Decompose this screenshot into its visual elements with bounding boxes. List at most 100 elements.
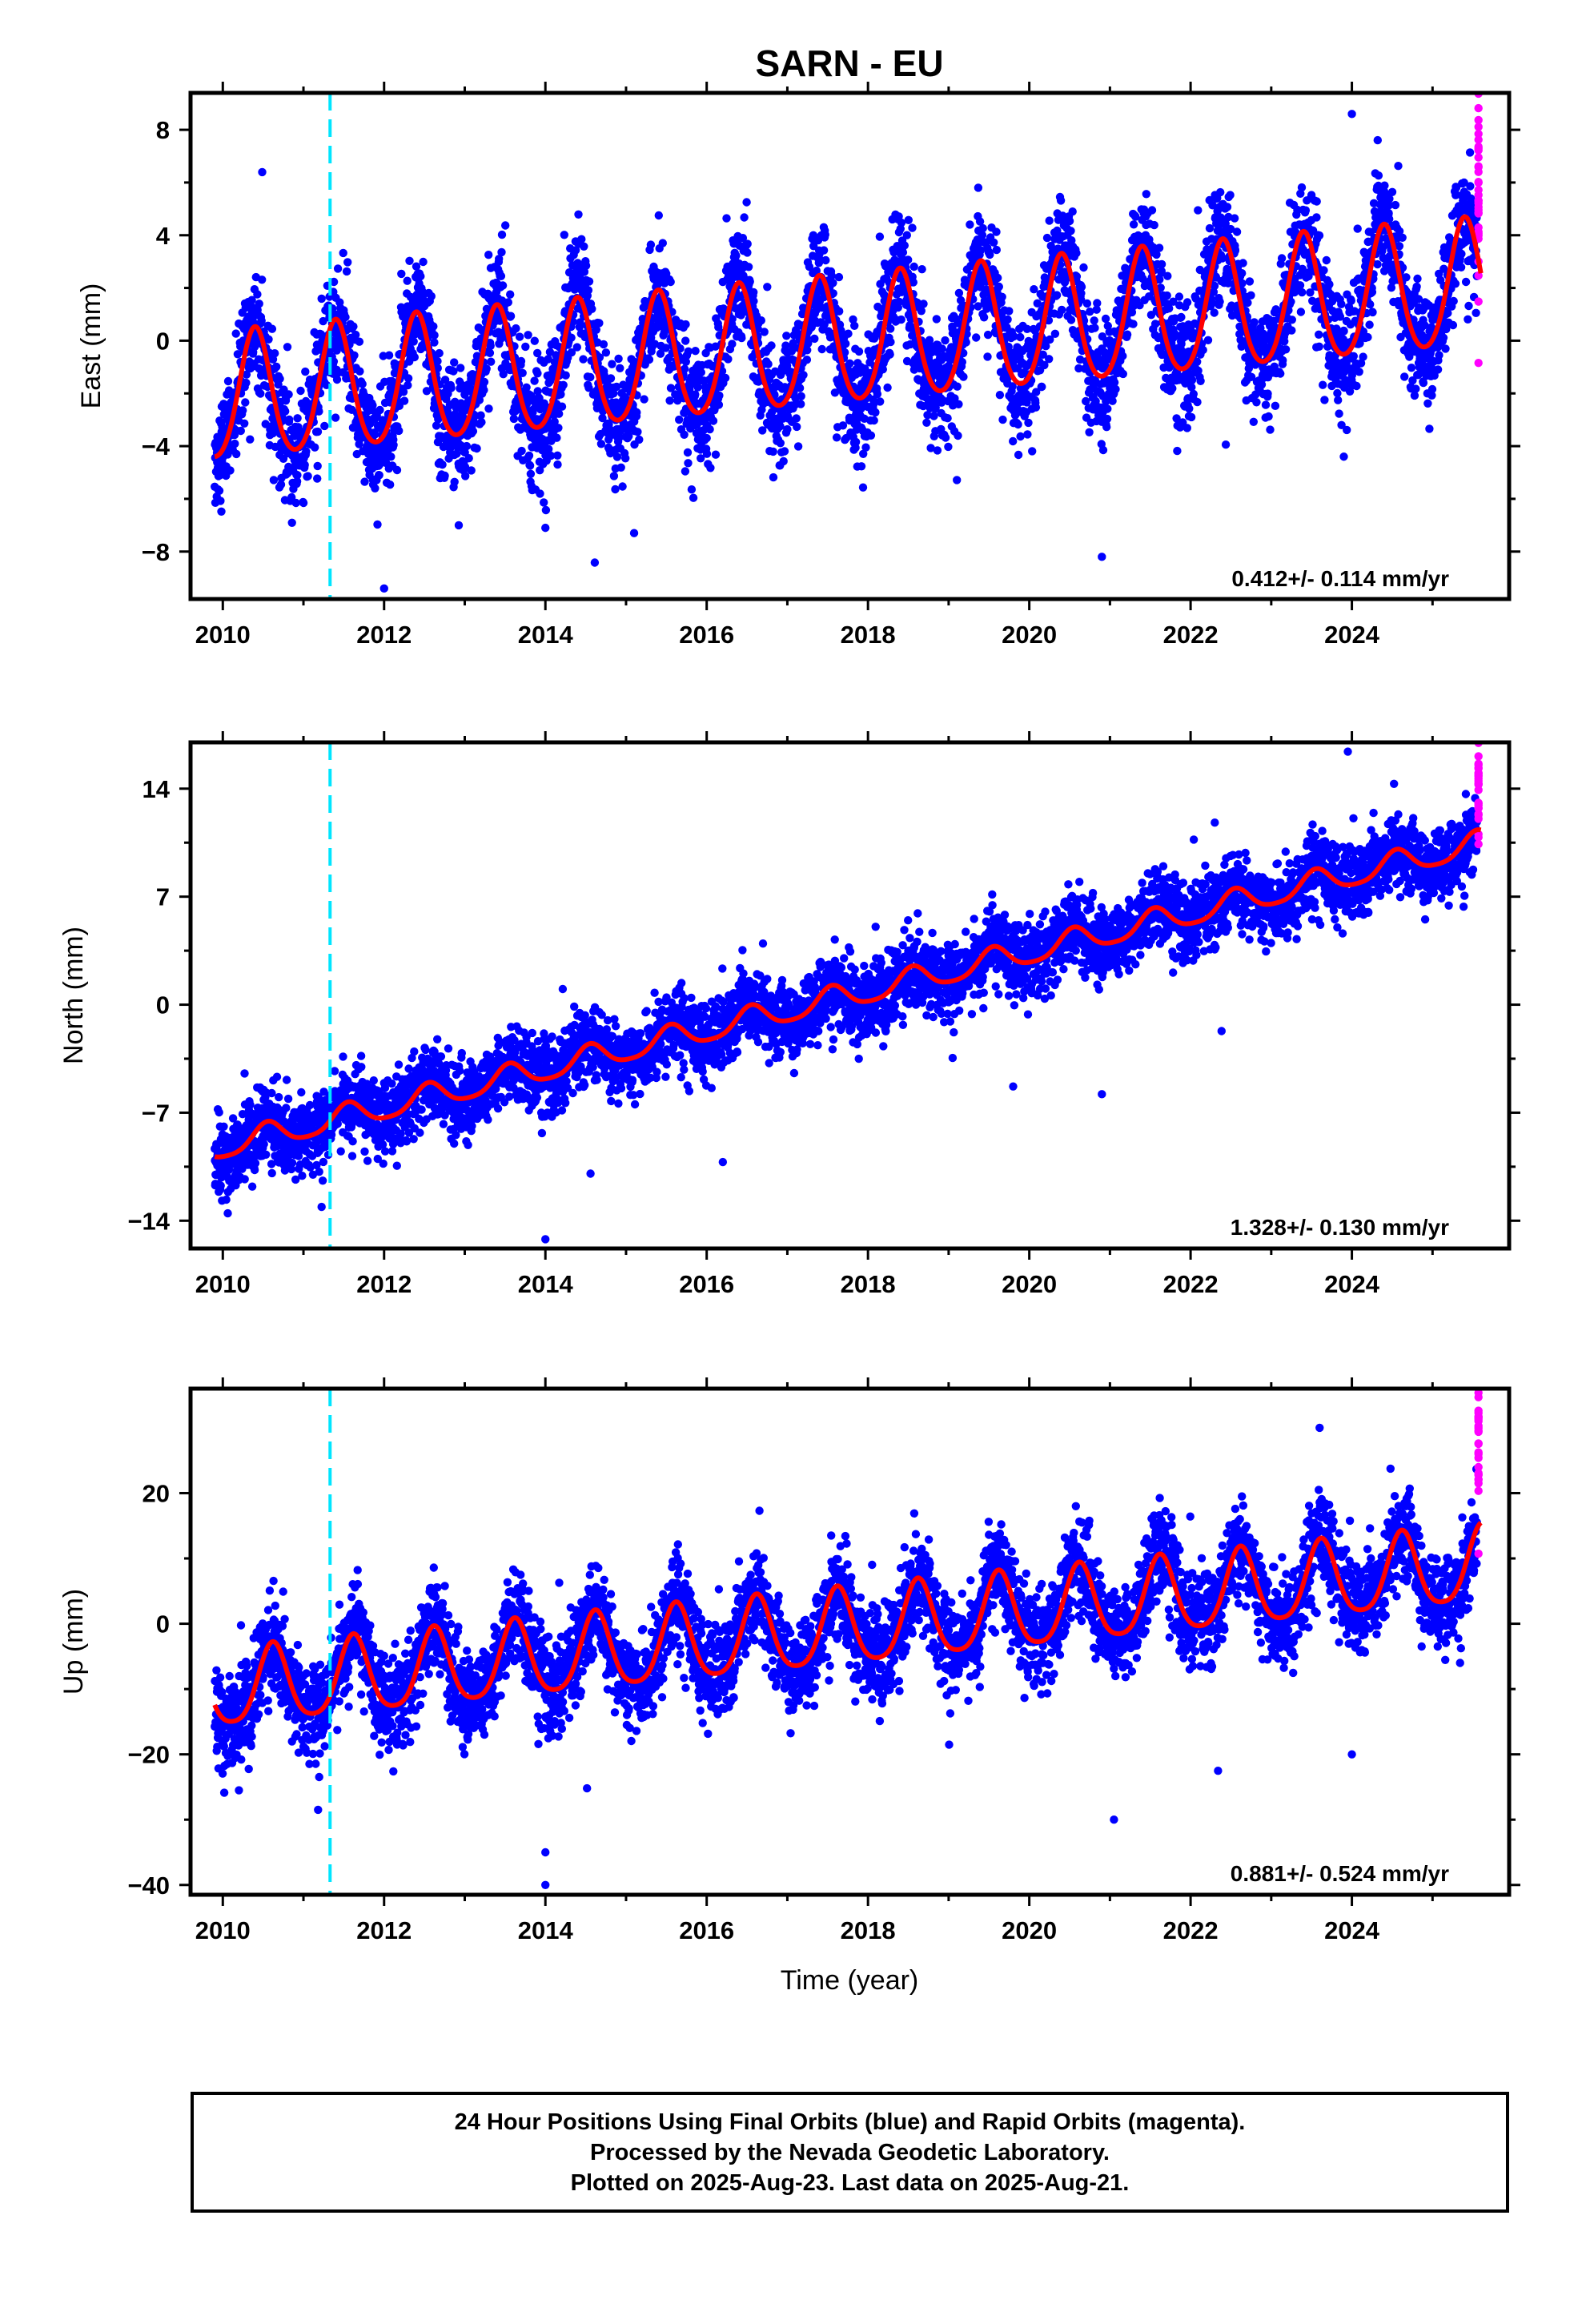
- east-data-point: [656, 349, 665, 358]
- east-data-point: [1281, 345, 1291, 354]
- east-data-point: [485, 348, 495, 357]
- east-data-point: [1174, 292, 1184, 301]
- east-data-point: [886, 337, 895, 347]
- east-data-point: [403, 276, 412, 285]
- east-data-point: [661, 344, 670, 352]
- east-data-point: [331, 413, 340, 422]
- east-data-point: [329, 357, 339, 366]
- east-data-point: [1277, 254, 1287, 263]
- east-data-point: [1322, 255, 1331, 265]
- east-data-point: [1449, 296, 1458, 306]
- east-data-point: [763, 283, 772, 292]
- east-data-point: [546, 451, 556, 460]
- east-data-point: [953, 476, 962, 485]
- east-data-point: [1028, 447, 1037, 456]
- east-data-point: [793, 442, 803, 451]
- east-data-point: [1266, 425, 1275, 434]
- east-data-point: [886, 324, 895, 333]
- east-data-point: [941, 433, 950, 442]
- east-data-point: [581, 261, 591, 270]
- east-data-point: [1066, 316, 1076, 324]
- east-data-point: [681, 336, 690, 345]
- east-data-point: [652, 324, 661, 332]
- east-data-point: [834, 272, 844, 282]
- east-data-point: [1239, 259, 1247, 267]
- east-data-point: [1009, 436, 1018, 446]
- east-data-point: [217, 507, 226, 516]
- east-data-point: [595, 319, 604, 328]
- east-data-point: [1448, 320, 1458, 330]
- east-data-point: [1050, 329, 1060, 338]
- east-data-point: [410, 352, 419, 362]
- east-data-point: [258, 275, 267, 284]
- east-data-point: [339, 248, 347, 258]
- east-data-point: [760, 328, 769, 336]
- east-data-point: [1102, 423, 1111, 432]
- east-data-point: [1014, 450, 1023, 460]
- east-data-point: [944, 442, 953, 452]
- east-data-point: [454, 521, 464, 530]
- east-data-point: [691, 347, 700, 356]
- east-data-point: [764, 360, 773, 368]
- east-data-point: [709, 416, 718, 425]
- east-data-point: [666, 384, 676, 392]
- east-data-point: [521, 342, 530, 352]
- east-data-point: [722, 214, 731, 223]
- east-data-point: [873, 389, 882, 399]
- east-data-point: [992, 245, 1002, 255]
- east-data-point: [540, 498, 548, 507]
- east-data-point: [724, 355, 733, 364]
- east-data-point: [1072, 248, 1081, 258]
- east-data-point: [1038, 382, 1046, 392]
- east-data-point: [541, 505, 551, 515]
- east-data-point: [1353, 224, 1362, 233]
- east-data-point: [990, 238, 998, 247]
- east-data-point: [611, 485, 620, 494]
- east-data-point: [476, 411, 485, 420]
- east-data-point: [932, 315, 942, 324]
- east-data-point: [1024, 418, 1033, 428]
- east-data-point: [232, 449, 241, 459]
- east-data-point: [556, 390, 565, 399]
- east-data-point: [898, 248, 908, 257]
- east-data-point: [438, 460, 447, 469]
- east-data-point: [1373, 135, 1383, 145]
- east-data-point: [1363, 332, 1372, 342]
- east-data-point: [737, 333, 746, 343]
- east-data-point: [518, 368, 527, 377]
- east-data-point: [972, 333, 981, 342]
- east-data-point: [1320, 396, 1329, 404]
- east-data-point: [854, 347, 864, 356]
- east-data-point: [291, 498, 300, 508]
- east-data-point: [917, 265, 926, 274]
- east-data-point: [559, 380, 568, 389]
- east-data-point: [440, 376, 450, 384]
- east-data-point: [841, 340, 850, 348]
- east-data-point: [1122, 330, 1132, 339]
- east-data-point: [601, 348, 611, 357]
- east-data-point: [829, 279, 837, 287]
- east-data-point: [301, 367, 310, 376]
- east-data-point: [1280, 337, 1289, 346]
- east-data-point: [1461, 277, 1471, 287]
- east-data-point: [844, 329, 853, 338]
- east-data-point: [1118, 352, 1127, 360]
- east-data-point: [1343, 425, 1351, 435]
- east-data-point: [799, 371, 808, 380]
- east-data-point: [239, 406, 247, 415]
- east-data-point: [255, 300, 263, 308]
- east-data-point: [533, 387, 542, 396]
- east-data-point: [1177, 312, 1186, 322]
- east-data-point: [691, 390, 700, 399]
- east-data-point: [283, 343, 292, 352]
- east-data-point: [1250, 318, 1259, 327]
- east-data-point: [740, 213, 749, 222]
- east-data-point: [1464, 301, 1473, 311]
- east-data-point: [938, 344, 946, 353]
- east-data-point: [1056, 196, 1066, 205]
- east-data-point: [665, 396, 674, 405]
- east-data-point: [1276, 369, 1285, 378]
- east-data-point: [236, 426, 245, 436]
- east-data-point: [608, 360, 616, 368]
- east-data-point: [795, 384, 805, 392]
